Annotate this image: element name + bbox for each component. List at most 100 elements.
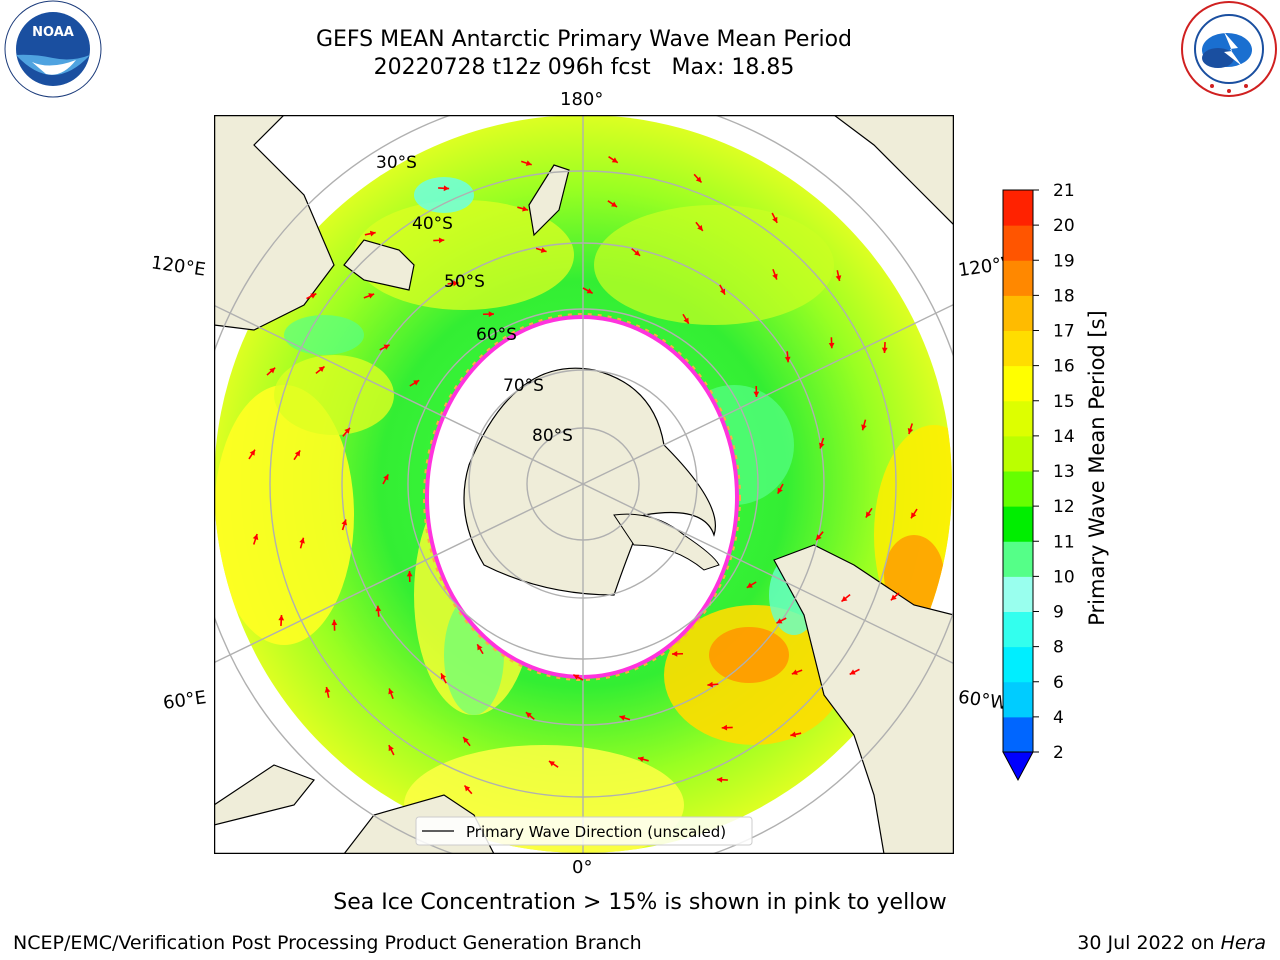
wave-arrow-head	[278, 614, 285, 621]
colorbar-cell	[1003, 541, 1033, 577]
wave-arrow-head	[368, 293, 375, 299]
wave-arrow-head	[911, 512, 917, 519]
wave-arrow-head	[611, 201, 618, 207]
wave-arrow-head	[777, 487, 783, 494]
lat-label-70: 70°S	[503, 376, 544, 396]
wave-arrow-head	[907, 428, 914, 434]
wave-arrow-head	[695, 176, 702, 183]
wave-direction-arrows	[248, 155, 918, 795]
footer-date: 30 Jul 2022 on	[1077, 932, 1221, 954]
wave-arrow-head	[252, 534, 259, 540]
wave-arrow-head	[849, 669, 856, 675]
wave-arrow-head	[406, 571, 413, 577]
wave-arrow-head	[525, 712, 532, 718]
colorbar-cells	[1003, 190, 1033, 753]
lat-label-80: 80°S	[532, 426, 573, 446]
wave-arrow-head	[816, 534, 822, 541]
colorbar-tick-label: 20	[1053, 216, 1075, 236]
footer-right: 30 Jul 2022 on Hera	[1077, 932, 1266, 954]
wave-arrow-head	[453, 280, 459, 287]
colorbar-cell	[1003, 506, 1033, 542]
wave-arrow-head	[619, 715, 626, 721]
colorbar-cell	[1003, 716, 1033, 753]
wave-arrow-head	[573, 674, 580, 680]
colorbar-cell	[1003, 365, 1033, 402]
wave-arrow-head	[443, 185, 450, 192]
wave-arrow-head	[344, 427, 350, 434]
wave-arrow-head	[746, 582, 753, 588]
wave-arrow-head	[388, 688, 394, 695]
wave-arrow-head	[890, 594, 897, 601]
colorbar-tick-label: 12	[1053, 497, 1075, 517]
footer-host: Hera	[1220, 932, 1266, 954]
wave-arrow-head	[776, 618, 783, 624]
lon-label-upper-left: 120°E	[149, 252, 207, 281]
meridian-60E-120W	[214, 303, 954, 664]
wave-arrow-head	[634, 250, 641, 256]
colorbar-cell	[1003, 225, 1033, 261]
lon-label-top: 180°	[560, 89, 604, 110]
wave-arrow-head	[388, 745, 394, 752]
wave-arrow-head	[772, 273, 778, 280]
colorbar-tick-label: 19	[1053, 251, 1075, 271]
colorbar-tick-label: 13	[1053, 462, 1075, 482]
graticule	[214, 115, 954, 854]
wave-arrow-head	[861, 424, 867, 431]
wave-arrow-head	[716, 776, 723, 783]
noaa-logo-text: NOAA	[32, 25, 74, 40]
wave-arrow-head	[488, 311, 494, 317]
wave-arrow-head	[638, 756, 644, 763]
wave-arrow-head	[269, 367, 276, 374]
colorbar-cell	[1003, 330, 1033, 367]
colorbar-tick-label: 14	[1053, 427, 1075, 447]
colorbar-tick-label: 2	[1053, 743, 1064, 763]
colorbar-cell	[1003, 295, 1033, 331]
wave-arrow-head	[672, 651, 678, 657]
wave-arrow-head	[294, 450, 301, 457]
wave-arrow-head	[753, 391, 760, 397]
chart-subtitle: 20220728 t12z 096h fcst Max: 18.85	[373, 55, 795, 80]
noaa-logo: NOAA	[4, 0, 102, 98]
chart-title: GEFS MEAN Antarctic Primary Wave Mean Pe…	[315, 27, 853, 52]
wave-arrow-head	[784, 356, 791, 363]
lat-label-30: 30°S	[376, 153, 417, 173]
wave-arrow-head	[299, 537, 305, 544]
colorbar-tick-label: 9	[1053, 603, 1064, 623]
map-legend: Primary Wave Direction (unscaled)	[415, 816, 753, 846]
wave-arrow-head	[375, 605, 382, 612]
wave-arrow-head	[818, 442, 825, 449]
wave-arrow-head	[881, 347, 888, 354]
colorbar-cell	[1003, 400, 1033, 437]
colorbar-tick-label: 6	[1053, 673, 1064, 693]
colorbar: 2 4 6 8 9 10 11 12 13 14 15 16 17 18 19 20 21	[1002, 181, 1075, 782]
colorbar-tick-label: 18	[1053, 286, 1075, 306]
colorbar-cell	[1003, 190, 1033, 226]
wave-arrow-head	[865, 511, 872, 518]
legend-label: Primary Wave Direction (unscaled)	[466, 823, 726, 841]
wave-arrow-head	[324, 686, 331, 693]
colorbar-tick-label: 21	[1053, 181, 1075, 201]
wave-arrow-head	[310, 293, 317, 299]
wave-arrow-head	[772, 216, 778, 223]
wave-arrow-head	[383, 344, 390, 350]
wave-arrow-head	[707, 681, 713, 688]
wave-arrow-head	[249, 449, 255, 456]
nws-logo	[1181, 1, 1277, 97]
lat-label-50: 50°S	[444, 272, 485, 292]
colorbar-cell	[1003, 471, 1033, 507]
wave-arrow-head	[341, 519, 348, 526]
wave-arrow-head	[369, 230, 376, 237]
map-frame	[214, 115, 954, 854]
wave-arrow-head	[522, 205, 528, 212]
wave-arrow-head	[790, 731, 797, 738]
wave-arrow-head	[683, 317, 689, 324]
colorbar-tick-label: 16	[1053, 357, 1075, 377]
colorbar-tick-label: 11	[1053, 532, 1075, 552]
wave-arrow-head	[525, 160, 532, 166]
colorbar-tick-label: 15	[1053, 392, 1075, 412]
wave-arrow-head	[586, 288, 593, 294]
wave-arrow-head	[828, 342, 835, 349]
colorbar-under-triangle	[1002, 751, 1034, 782]
colorbar-tick-label: 10	[1053, 567, 1075, 587]
wave-arrow-head	[791, 669, 798, 675]
